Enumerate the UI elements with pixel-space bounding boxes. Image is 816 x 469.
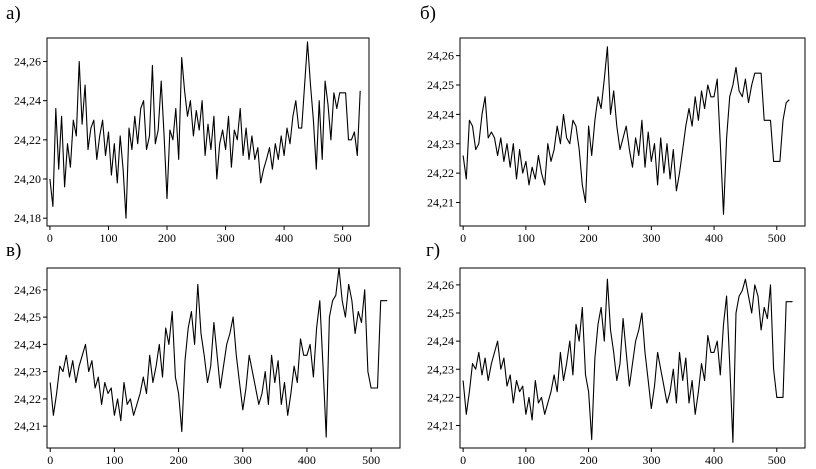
panel-b-label: б) bbox=[420, 3, 436, 24]
panel-c: в) 0 100 200 300 400 500 24,21 24,22 24,23 24,24 2… bbox=[6, 240, 401, 467]
panel-b-x-tick-label: 500 bbox=[768, 231, 786, 245]
panel-c-y-tick-label: 24,21 bbox=[14, 419, 41, 433]
panel-d-y-tick-label: 24,22 bbox=[427, 390, 454, 404]
panel-b-x-tick-label: 200 bbox=[580, 231, 598, 245]
panel-a-x-tick-label: 300 bbox=[217, 231, 235, 245]
panel-c-x-tick-label: 100 bbox=[105, 453, 123, 467]
panel-a: а) 0 100 200 300 400 500 24,18 24,20 24,22 24,24 2… bbox=[6, 3, 370, 246]
panel-a-y-tick-label: 24,22 bbox=[14, 133, 41, 147]
panel-a-series-line bbox=[49, 41, 361, 219]
panel-d-series-line bbox=[462, 278, 793, 443]
panel-a-x-tick-label: 0 bbox=[47, 231, 53, 245]
panel-d-y-tick-label: 24,24 bbox=[427, 334, 454, 348]
panel-b-y-tick-label: 24,23 bbox=[427, 137, 454, 151]
panel-d-x-tick-label: 400 bbox=[705, 453, 723, 467]
panel-a-y-tick-label: 24,26 bbox=[14, 55, 41, 69]
panel-d-y-tick-label: 24,26 bbox=[427, 278, 454, 292]
panel-a-x-tick-label: 500 bbox=[334, 231, 352, 245]
panel-b-x-tick-label: 100 bbox=[517, 231, 535, 245]
panel-b-plot-frame bbox=[459, 37, 806, 227]
panel-b-axes: 0 100 200 300 400 500 24,21 24,22 24,23 24,24 24,2… bbox=[427, 49, 786, 245]
panel-d-x-tick-label: 200 bbox=[580, 453, 598, 467]
panel-b-y-tick-label: 24,22 bbox=[427, 166, 454, 180]
panel-a-y-tick-label: 24,20 bbox=[14, 172, 41, 186]
panel-c-x-tick-label: 0 bbox=[47, 453, 53, 467]
panel-d-x-tick-label: 300 bbox=[642, 453, 660, 467]
panel-d-x-tick-label: 500 bbox=[768, 453, 786, 467]
panel-b-series-line bbox=[462, 46, 790, 215]
panel-c-y-tick-label: 24,24 bbox=[14, 337, 41, 351]
panel-a-x-tick-label: 200 bbox=[158, 231, 176, 245]
panel-b-x-tick-label: 0 bbox=[460, 231, 466, 245]
panel-d-axes: 0 100 200 300 400 500 24,21 24,22 24,23 24,24 24,2… bbox=[427, 278, 786, 467]
panel-c-label: в) bbox=[6, 240, 21, 261]
panel-b-y-tick-label: 24,21 bbox=[427, 196, 454, 210]
panel-c-x-tick-label: 400 bbox=[298, 453, 316, 467]
panel-c-x-tick-label: 500 bbox=[362, 453, 380, 467]
panel-c-y-tick-label: 24,22 bbox=[14, 392, 41, 406]
panel-d-plot-frame bbox=[459, 267, 806, 449]
panel-a-x-tick-label: 400 bbox=[275, 231, 293, 245]
panel-c-series-line bbox=[49, 267, 388, 438]
panel-c-plot-frame bbox=[46, 267, 401, 449]
panel-d-label: г) bbox=[426, 240, 440, 261]
panel-a-y-tick-label: 24,18 bbox=[14, 211, 41, 225]
panel-d: г) 0 100 200 300 400 500 24,21 24,22 24,23 24,24 2… bbox=[426, 240, 806, 467]
panel-b-x-tick-label: 400 bbox=[705, 231, 723, 245]
panel-b-y-tick-label: 24,26 bbox=[427, 49, 454, 63]
panel-b-y-tick-label: 24,24 bbox=[427, 107, 454, 121]
panel-d-y-tick-label: 24,23 bbox=[427, 362, 454, 376]
panel-a-y-tick-label: 24,24 bbox=[14, 94, 41, 108]
panel-c-y-tick-label: 24,23 bbox=[14, 365, 41, 379]
panel-a-x-tick-label: 100 bbox=[99, 231, 117, 245]
panel-d-x-tick-label: 100 bbox=[517, 453, 535, 467]
panel-a-plot-frame bbox=[46, 37, 370, 227]
panel-b-y-tick-label: 24,25 bbox=[427, 78, 454, 92]
panel-c-x-tick-label: 200 bbox=[170, 453, 188, 467]
panel-d-x-tick-label: 0 bbox=[460, 453, 466, 467]
panel-c-x-tick-label: 300 bbox=[234, 453, 252, 467]
panel-d-y-tick-label: 24,25 bbox=[427, 306, 454, 320]
panel-a-axes: 0 100 200 300 400 500 24,18 24,20 24,22 24,24 24,2… bbox=[14, 55, 352, 246]
panel-b-x-tick-label: 300 bbox=[642, 231, 660, 245]
panel-c-y-tick-label: 24,26 bbox=[14, 283, 41, 297]
panel-b: б) 0 100 200 300 400 500 24,21 24,22 24,23 24,24 2… bbox=[420, 3, 806, 245]
panel-c-y-tick-label: 24,25 bbox=[14, 310, 41, 324]
panel-a-label: а) bbox=[6, 3, 21, 24]
panel-c-axes: 0 100 200 300 400 500 24,21 24,22 24,23 24,24 24,2… bbox=[14, 283, 380, 467]
panel-d-y-tick-label: 24,21 bbox=[427, 419, 454, 433]
